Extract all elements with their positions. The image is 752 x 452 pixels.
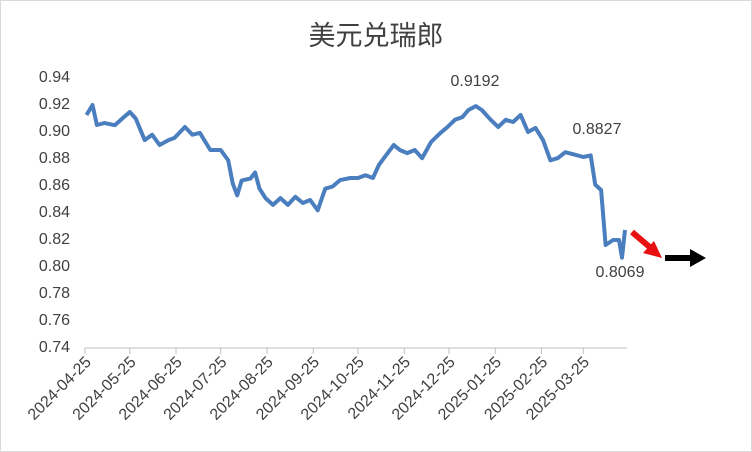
y-tick-label: 0.84 (39, 204, 70, 221)
y-tick-label: 0.94 (39, 69, 70, 86)
y-tick-label: 0.76 (39, 312, 70, 329)
line (84, 103, 627, 260)
y-tick-label: 0.74 (39, 339, 70, 356)
y-tick-label: 0.88 (39, 150, 70, 167)
y-tick-label: 0.82 (39, 231, 70, 248)
annotation: 0.8069 (596, 264, 645, 281)
y-tick-label: 0.90 (39, 123, 70, 140)
red-arrow (630, 229, 662, 258)
y-tick-label: 0.78 (39, 285, 70, 302)
annotation: 0.8827 (573, 121, 622, 138)
y-tick-label: 0.80 (39, 258, 70, 275)
chart-title: 美元兑瑞郎 (309, 21, 444, 51)
y-tick-label: 0.86 (39, 177, 70, 194)
annotation: 0.9192 (451, 73, 500, 90)
y-tick-label: 0.92 (39, 96, 70, 113)
black-arrow (665, 249, 706, 267)
